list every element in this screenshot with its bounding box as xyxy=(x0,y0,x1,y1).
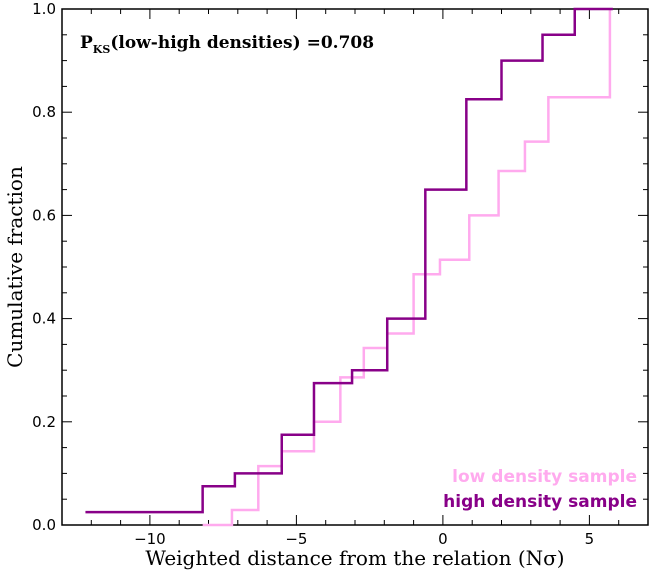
y-tick-label: 0.4 xyxy=(32,310,56,328)
x-tick-label: 0 xyxy=(438,530,448,548)
ks-annotation-text: (low-high densities) =0.708 xyxy=(110,33,374,53)
axis-tick-labels: −10 −5 0 5 0.0 0.2 0.4 0.6 0.8 1.0 xyxy=(32,0,594,548)
y-tick-label: 0.0 xyxy=(32,516,56,534)
y-tick-label: 0.8 xyxy=(32,103,56,121)
ks-annotation: PKS(low-high densities) =0.708 xyxy=(80,33,374,56)
series-lines xyxy=(85,7,613,527)
x-tick-label: 5 xyxy=(585,530,595,548)
x-tick-label: −5 xyxy=(285,530,307,548)
y-tick-label: 1.0 xyxy=(32,0,56,18)
axis-ticks xyxy=(61,8,649,526)
x-axis-title: Weighted distance from the relation (Nσ) xyxy=(145,546,564,570)
ks-annotation-prefix: P xyxy=(80,33,93,53)
series-line-high-density xyxy=(85,7,613,514)
plot-frame xyxy=(61,8,649,526)
y-tick-label: 0.6 xyxy=(32,206,56,224)
legend-entry-low-density: low density sample xyxy=(452,467,637,487)
ks-annotation-subscript: KS xyxy=(93,43,111,56)
legend-entry-high-density: high density sample xyxy=(443,492,637,512)
series-line-low-density xyxy=(202,9,612,527)
y-tick-label: 0.2 xyxy=(32,413,56,431)
x-tick-label: −10 xyxy=(134,530,166,548)
y-axis-title: Cumulative fraction xyxy=(3,166,27,368)
